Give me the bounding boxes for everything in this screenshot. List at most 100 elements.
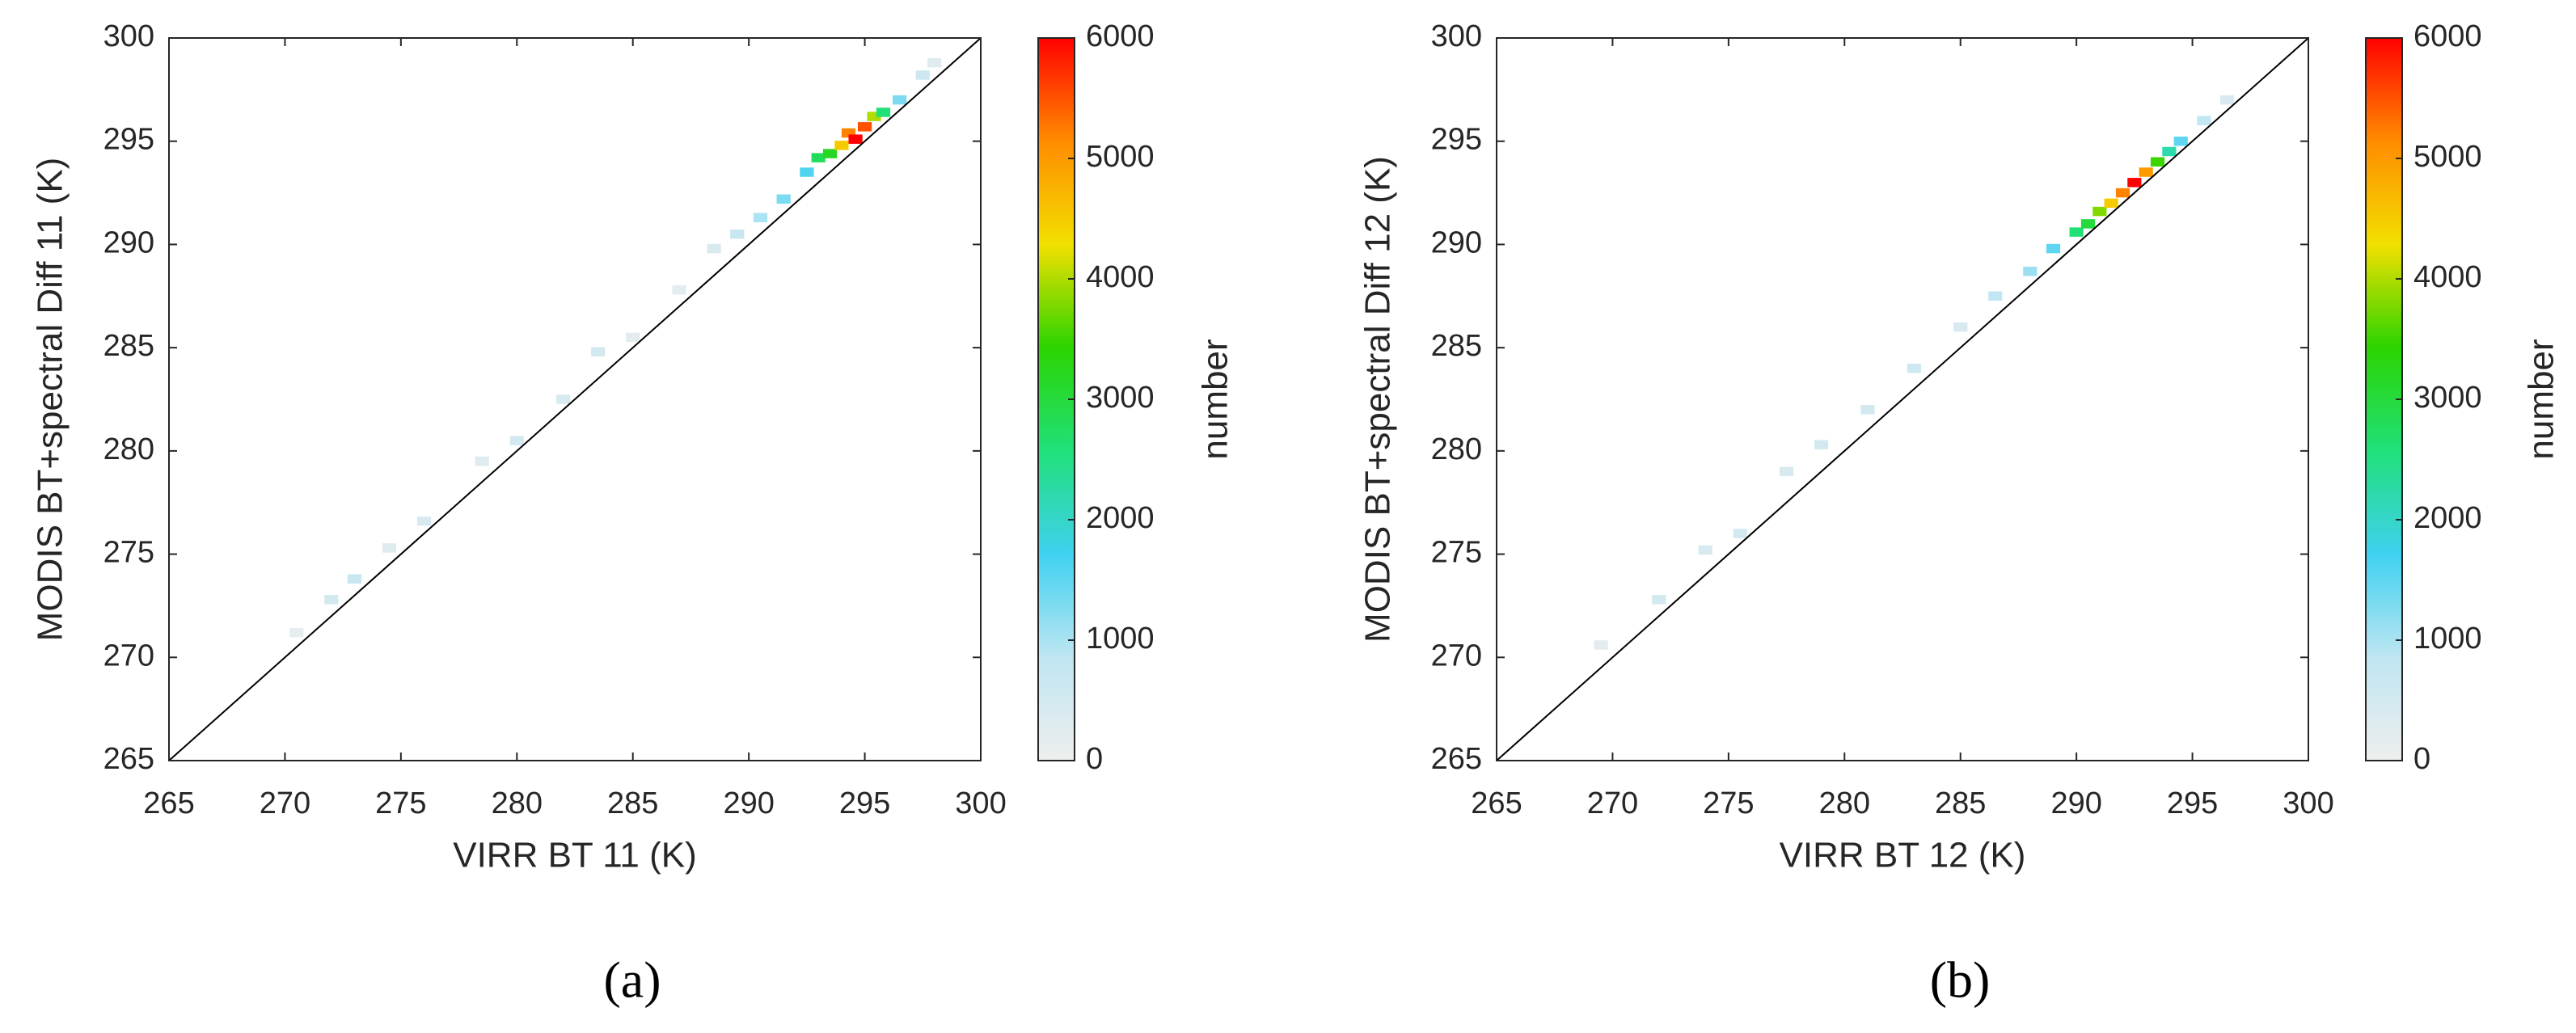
density-cell	[1988, 291, 2003, 301]
y-tick-label: 275	[1431, 536, 1482, 570]
x-axis-label: VIRR BT 12 (K)	[1780, 836, 2026, 875]
density-cell	[2092, 206, 2107, 217]
x-tick-label: 275	[375, 786, 426, 820]
density-cell	[1953, 322, 1968, 332]
x-tick-label: 275	[1703, 786, 1754, 820]
x-tick-label: 290	[2050, 786, 2101, 820]
density-cell	[1733, 529, 1747, 538]
density-cell	[927, 57, 942, 68]
density-cell	[2023, 266, 2038, 276]
density-cell	[867, 112, 881, 121]
x-tick-label: 285	[1935, 786, 1986, 820]
x-tick-label: 270	[1587, 786, 1638, 820]
y-tick-label: 300	[1431, 19, 1482, 53]
y-tick-label: 275	[103, 536, 154, 570]
density-cell	[915, 70, 930, 80]
density-cell	[2173, 136, 2188, 146]
colorbar-tick-label: 1000	[1086, 622, 1155, 656]
x-tick-label: 285	[607, 786, 658, 820]
density-cell	[707, 243, 721, 254]
colorbar-tick-label: 4000	[1086, 260, 1155, 294]
colorbar-tick-label: 0	[1086, 742, 1103, 776]
colorbar-tick-label: 6000	[1086, 19, 1155, 53]
density-cell	[2197, 116, 2211, 125]
x-tick-label: 300	[2283, 786, 2333, 820]
y-tick-label: 285	[1431, 329, 1482, 363]
density-cell	[324, 595, 339, 605]
y-tick-label: 280	[1431, 432, 1482, 466]
density-cell	[1860, 405, 1875, 415]
density-cell	[1907, 363, 1921, 373]
density-cell	[475, 456, 489, 466]
x-axis-label: VIRR BT 11 (K)	[453, 836, 697, 875]
colorbar-tick-label: 4000	[2413, 260, 2482, 294]
density-cell	[2069, 227, 2084, 237]
density-cell	[730, 229, 745, 239]
density-cell	[2080, 219, 2096, 229]
density-cell	[841, 128, 856, 138]
density-cell	[1652, 595, 1666, 605]
y-tick-label: 265	[103, 742, 154, 776]
density-cell	[753, 213, 768, 222]
density-cell	[1814, 440, 1829, 449]
density-cell	[1594, 640, 1608, 650]
density-cell	[2150, 157, 2165, 167]
x-tick-label: 280	[1819, 786, 1870, 820]
density-cell	[509, 436, 524, 445]
density-cell	[626, 332, 640, 343]
density-cell	[776, 194, 791, 204]
y-tick-label: 290	[103, 226, 154, 259]
density-cell	[382, 543, 397, 553]
colorbar-tick-label: 0	[2413, 742, 2430, 776]
density-cell	[857, 122, 872, 132]
y-tick-label: 295	[103, 123, 154, 157]
density-cell	[892, 95, 907, 105]
density-cell	[822, 149, 838, 158]
colorbar-tick-label: 5000	[1086, 140, 1155, 174]
density-cell	[2046, 243, 2061, 254]
density-cell	[1779, 466, 1794, 477]
x-tick-label: 295	[2167, 786, 2218, 820]
y-tick-label: 290	[1431, 226, 1482, 259]
x-tick-label: 295	[839, 786, 890, 820]
density-cell	[2162, 146, 2177, 157]
panel-label: (b)	[1930, 951, 1991, 1009]
density-cell	[2139, 167, 2153, 177]
density-cell	[289, 627, 304, 638]
density-cell	[834, 141, 849, 150]
y-tick-label: 285	[103, 329, 154, 363]
density-cell	[347, 574, 362, 584]
one-to-one-line	[1496, 37, 2309, 761]
colorbar-label: number	[1196, 339, 1235, 459]
density-cell	[556, 394, 571, 404]
x-tick-label: 270	[260, 786, 310, 820]
colorbar-tick-label: 1000	[2413, 622, 2482, 656]
density-cell	[2115, 188, 2130, 198]
density-cell	[2219, 95, 2235, 105]
density-cell	[848, 134, 863, 144]
colorbar-tick-label: 5000	[2413, 140, 2482, 174]
colorbar-label: number	[2522, 339, 2561, 459]
density-cell	[591, 347, 606, 356]
panel-label: (a)	[603, 951, 661, 1009]
one-to-one-line	[168, 37, 982, 761]
density-cell	[811, 153, 826, 162]
density-cell	[800, 167, 814, 177]
x-tick-label: 300	[955, 786, 1006, 820]
density-cell	[672, 285, 686, 295]
axes-box	[1496, 37, 2309, 761]
colorbar-tick-label: 3000	[2413, 381, 2482, 415]
colorbar-tick-label: 2000	[1086, 501, 1155, 535]
density-cell	[416, 516, 432, 526]
x-tick-label: 290	[723, 786, 774, 820]
density-cell	[876, 108, 891, 117]
y-tick-label: 270	[1431, 639, 1482, 673]
density-cell	[2104, 198, 2118, 209]
y-axis-label: MODIS BT+spectral Diff 11 (K)	[31, 158, 70, 642]
density-cell	[1698, 545, 1712, 555]
y-tick-label: 270	[103, 639, 154, 673]
colorbar-tick-label: 6000	[2413, 19, 2482, 53]
y-tick-label: 300	[103, 19, 154, 53]
x-tick-label: 265	[143, 786, 194, 820]
